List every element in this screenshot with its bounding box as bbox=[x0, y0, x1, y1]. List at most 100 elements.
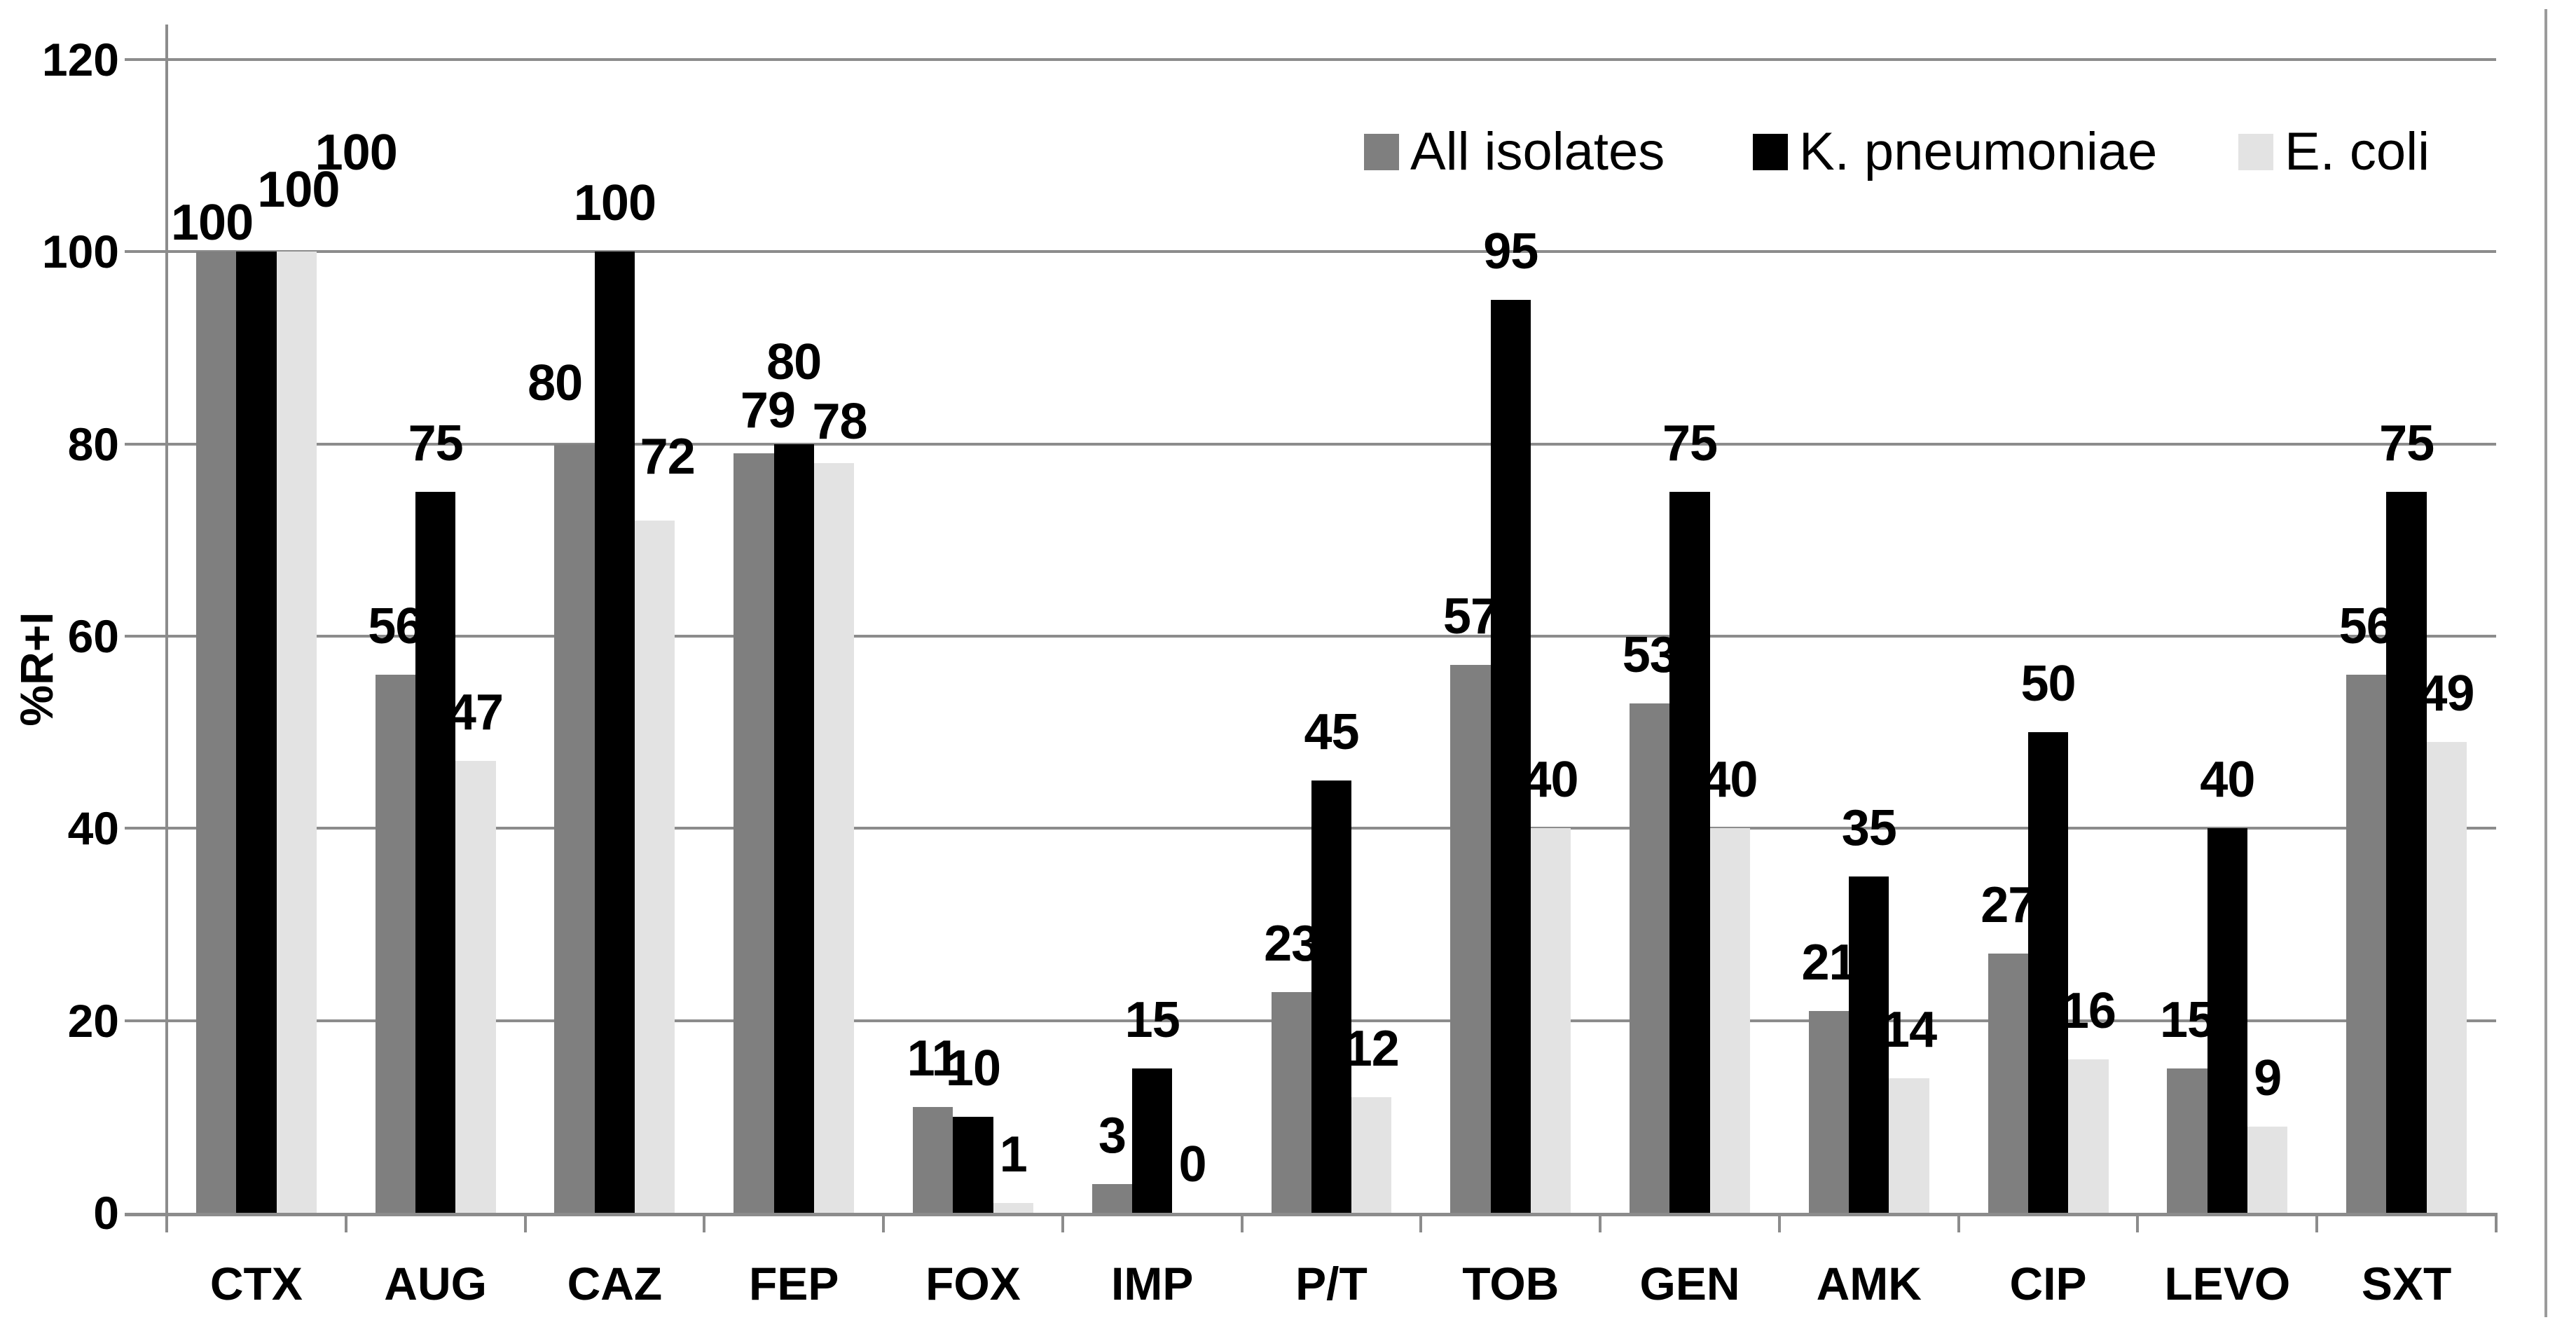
bar-P/T-k-pneumoniae bbox=[1311, 780, 1352, 1213]
y-tick-label-100: 100 bbox=[41, 226, 119, 278]
gridline-100 bbox=[167, 250, 2496, 254]
y-tick-label-0: 0 bbox=[93, 1187, 119, 1239]
data-label-FOX-1: 10 bbox=[945, 1040, 1001, 1096]
x-category-label-FEP: FEP bbox=[749, 1258, 839, 1309]
data-label-CTX-1: 100 bbox=[257, 162, 340, 219]
legend-item-e-coli: E. coli bbox=[2238, 125, 2430, 179]
bar-P/T-all-isolates bbox=[1271, 991, 1311, 1213]
bar-GEN-k-pneumoniae bbox=[1669, 492, 1710, 1213]
legend-label-0: All isolates bbox=[1410, 122, 1665, 181]
x-tick-13 bbox=[2495, 1213, 2498, 1232]
data-label-AMK-2: 14 bbox=[1882, 1001, 1937, 1058]
bar-CTX-all-isolates bbox=[195, 252, 237, 1213]
x-tick-7 bbox=[1419, 1213, 1423, 1232]
bar-P/T-e-coli bbox=[1351, 1097, 1392, 1213]
y-tick-40 bbox=[125, 827, 167, 830]
bar-SXT-k-pneumoniae bbox=[2386, 492, 2427, 1213]
data-label-IMP-2: 0 bbox=[1178, 1136, 1206, 1192]
bar-AMK-all-isolates bbox=[1808, 1010, 1850, 1213]
bar-LEVO-all-isolates bbox=[2167, 1068, 2207, 1213]
x-tick-0 bbox=[165, 1213, 168, 1232]
bar-LEVO-k-pneumoniae bbox=[2207, 828, 2247, 1213]
x-category-label-SXT: SXT bbox=[2361, 1258, 2452, 1309]
x-tick-1 bbox=[344, 1213, 347, 1232]
data-label-CAZ-0: 80 bbox=[528, 355, 583, 411]
bar-FOX-e-coli bbox=[993, 1203, 1033, 1213]
bar-TOB-k-pneumoniae bbox=[1490, 299, 1531, 1213]
data-label-CIP-2: 16 bbox=[2060, 982, 2116, 1039]
data-label-CIP-0: 27 bbox=[1981, 876, 2036, 933]
x-tick-5 bbox=[1061, 1213, 1064, 1232]
bar-FEP-e-coli bbox=[813, 463, 855, 1213]
y-tick-label-40: 40 bbox=[67, 802, 119, 855]
x-category-label-FOX: FOX bbox=[925, 1258, 1021, 1309]
data-label-P/T-2: 12 bbox=[1344, 1021, 1400, 1078]
x-category-label-CIP: CIP bbox=[2009, 1258, 2087, 1309]
bar-TOB-e-coli bbox=[1530, 828, 1571, 1213]
bar-TOB-all-isolates bbox=[1450, 665, 1491, 1213]
bar-CTX-k-pneumoniae bbox=[236, 252, 277, 1213]
x-category-label-LEVO: LEVO bbox=[2164, 1258, 2291, 1309]
x-tick-3 bbox=[703, 1213, 706, 1232]
bar-FEP-all-isolates bbox=[733, 453, 774, 1213]
x-tick-8 bbox=[1599, 1213, 1602, 1232]
data-label-CAZ-2: 72 bbox=[640, 429, 696, 486]
bar-CTX-e-coli bbox=[276, 252, 317, 1213]
x-category-label-AMK: AMK bbox=[1816, 1258, 1922, 1309]
data-label-GEN-2: 40 bbox=[1702, 752, 1758, 809]
x-tick-6 bbox=[1240, 1213, 1244, 1232]
y-axis-line bbox=[165, 25, 168, 1213]
legend-label-2: E. coli bbox=[2285, 122, 2430, 181]
data-label-LEVO-0: 15 bbox=[2159, 992, 2215, 1049]
bar-FOX-all-isolates bbox=[913, 1107, 953, 1213]
data-label-AUG-0: 56 bbox=[368, 598, 423, 654]
data-label-P/T-1: 45 bbox=[1304, 703, 1359, 760]
data-label-FEP-0: 79 bbox=[740, 383, 796, 439]
x-category-label-TOB: TOB bbox=[1462, 1258, 1559, 1309]
data-label-IMP-1: 15 bbox=[1124, 992, 1180, 1049]
bar-AMK-e-coli bbox=[1889, 1078, 1929, 1213]
x-tick-9 bbox=[1777, 1213, 1781, 1232]
data-label-P/T-0: 23 bbox=[1264, 915, 1319, 972]
legend-item-all-isolates: All isolates bbox=[1364, 125, 1665, 179]
y-tick-100 bbox=[125, 250, 167, 254]
data-label-AMK-1: 35 bbox=[1841, 799, 1897, 856]
bar-AUG-k-pneumoniae bbox=[415, 492, 456, 1213]
bar-CAZ-e-coli bbox=[635, 521, 675, 1213]
bar-SXT-e-coli bbox=[2426, 741, 2467, 1213]
y-tick-120 bbox=[125, 58, 167, 61]
data-label-CIP-1: 50 bbox=[2020, 656, 2076, 713]
data-label-SXT-2: 49 bbox=[2419, 665, 2474, 722]
data-label-TOB-0: 57 bbox=[1442, 589, 1499, 645]
bar-CIP-all-isolates bbox=[1988, 953, 2028, 1213]
x-tick-12 bbox=[2315, 1213, 2319, 1232]
data-label-LEVO-2: 9 bbox=[2254, 1050, 2282, 1106]
x-category-label-CTX: CTX bbox=[209, 1258, 303, 1309]
data-label-IMP-0: 3 bbox=[1098, 1107, 1127, 1164]
x-axis-line bbox=[125, 1213, 2496, 1216]
bar-GEN-e-coli bbox=[1709, 828, 1750, 1213]
bar-GEN-all-isolates bbox=[1630, 703, 1670, 1213]
data-label-TOB-1: 95 bbox=[1483, 223, 1538, 280]
legend-swatch-2 bbox=[2238, 134, 2273, 170]
gridline-120 bbox=[167, 58, 2496, 61]
data-label-GEN-0: 53 bbox=[1622, 627, 1678, 684]
data-label-GEN-1: 75 bbox=[1662, 415, 1718, 472]
y-tick-label-60: 60 bbox=[67, 610, 119, 662]
bar-AUG-e-coli bbox=[455, 761, 496, 1213]
x-tick-10 bbox=[1957, 1213, 1960, 1232]
bar-CIP-k-pneumoniae bbox=[2027, 732, 2069, 1213]
y-tick-60 bbox=[125, 635, 167, 638]
data-label-AUG-1: 75 bbox=[408, 415, 464, 472]
legend-swatch-1 bbox=[1753, 134, 1788, 170]
bar-CIP-e-coli bbox=[2068, 1059, 2109, 1213]
bar-FOX-k-pneumoniae bbox=[953, 1116, 993, 1213]
y-tick-label-120: 120 bbox=[41, 34, 119, 85]
x-tick-11 bbox=[2136, 1213, 2140, 1232]
bar-AMK-k-pneumoniae bbox=[1849, 876, 1889, 1213]
data-label-SXT-1: 75 bbox=[2379, 415, 2434, 472]
legend-swatch-0 bbox=[1364, 134, 1399, 170]
x-category-label-CAZ: CAZ bbox=[567, 1258, 663, 1309]
plot-right-border bbox=[2544, 9, 2547, 1317]
data-label-FEP-2: 78 bbox=[812, 394, 867, 451]
